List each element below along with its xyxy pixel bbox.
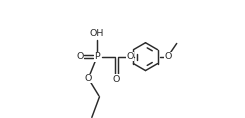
Text: O: O bbox=[76, 52, 84, 61]
Text: OH: OH bbox=[90, 29, 104, 38]
Text: O: O bbox=[126, 52, 134, 61]
Text: P: P bbox=[94, 52, 100, 61]
Text: O: O bbox=[113, 75, 120, 84]
Text: O: O bbox=[164, 52, 171, 61]
Text: O: O bbox=[85, 74, 92, 83]
